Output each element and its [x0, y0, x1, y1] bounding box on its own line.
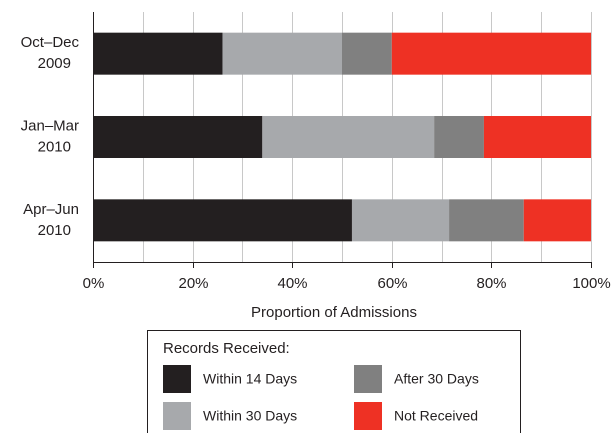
legend-box: [147, 330, 521, 433]
x-tick-label: 80%: [476, 275, 506, 292]
x-tick-label: 60%: [377, 275, 407, 292]
x-tick-label: 0%: [83, 275, 105, 292]
legend-swatch: [163, 402, 191, 430]
legend-label: Within 14 Days: [203, 371, 297, 387]
legend-label: Not Received: [394, 408, 478, 424]
legend-swatch: [354, 402, 382, 430]
bar-segment: [262, 116, 435, 158]
bar-segment: [483, 116, 591, 158]
legend-swatch: [354, 365, 382, 393]
y-tick-label: Oct–Dec 2009: [21, 34, 80, 72]
y-tick-label: Apr–Jun 2010: [23, 201, 79, 239]
bar-segment: [342, 32, 392, 75]
bar-segment: [93, 32, 223, 75]
legend-label: After 30 Days: [394, 371, 479, 387]
bar-segment: [434, 116, 484, 158]
bar-segment: [351, 199, 450, 242]
bar-segment: [93, 116, 263, 158]
bar-segment: [449, 199, 524, 242]
y-tick-label: Jan–Mar 2010: [21, 117, 79, 155]
bar-segment: [93, 199, 352, 242]
x-tick-label: 100%: [572, 275, 610, 292]
bar-segment: [222, 32, 342, 75]
legend-label: Within 30 Days: [203, 408, 297, 424]
x-tick-label: 40%: [277, 275, 307, 292]
bar-segment: [391, 32, 591, 75]
x-axis-label: Proportion of Admissions: [251, 304, 417, 321]
x-tick-label: 20%: [178, 275, 208, 292]
bar-segment: [523, 199, 591, 242]
legend-swatch: [163, 365, 191, 393]
legend-title: Records Received:: [163, 340, 290, 357]
